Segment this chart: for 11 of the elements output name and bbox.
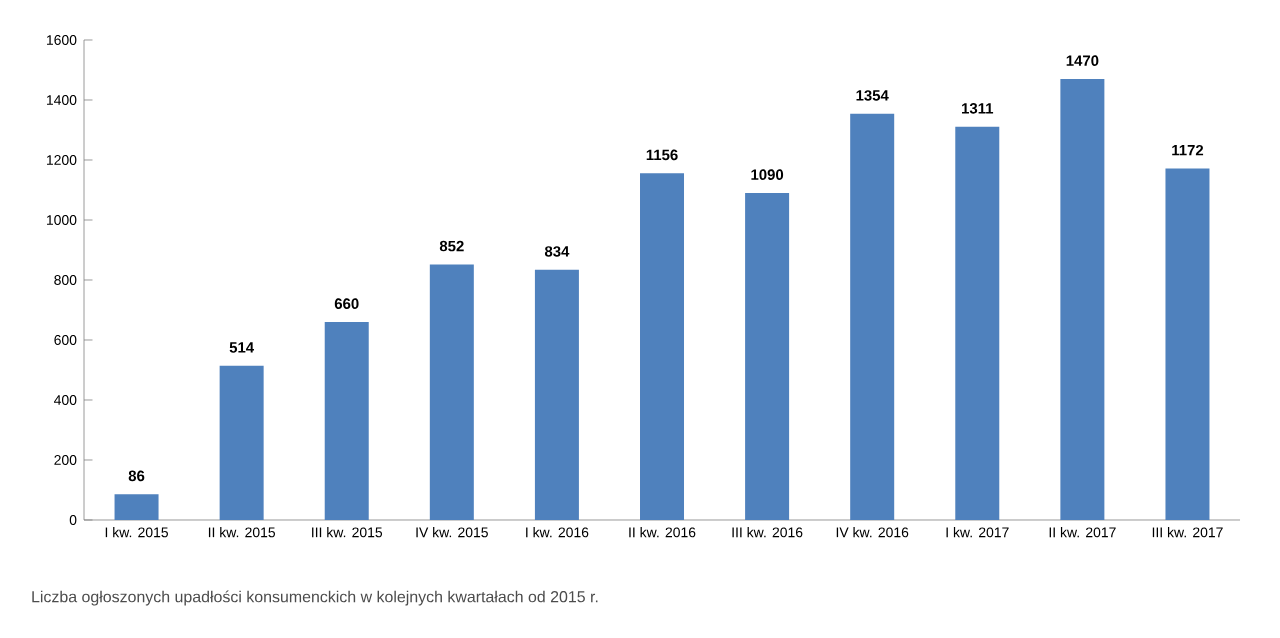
bar — [429, 264, 474, 520]
bar — [955, 126, 1000, 520]
bar — [114, 494, 159, 520]
bar — [745, 192, 790, 520]
bar — [1060, 78, 1105, 520]
bar — [850, 113, 895, 520]
bar — [1165, 168, 1210, 520]
bar — [640, 173, 685, 520]
bar — [534, 269, 579, 520]
bar — [324, 322, 369, 520]
bar — [219, 365, 264, 520]
